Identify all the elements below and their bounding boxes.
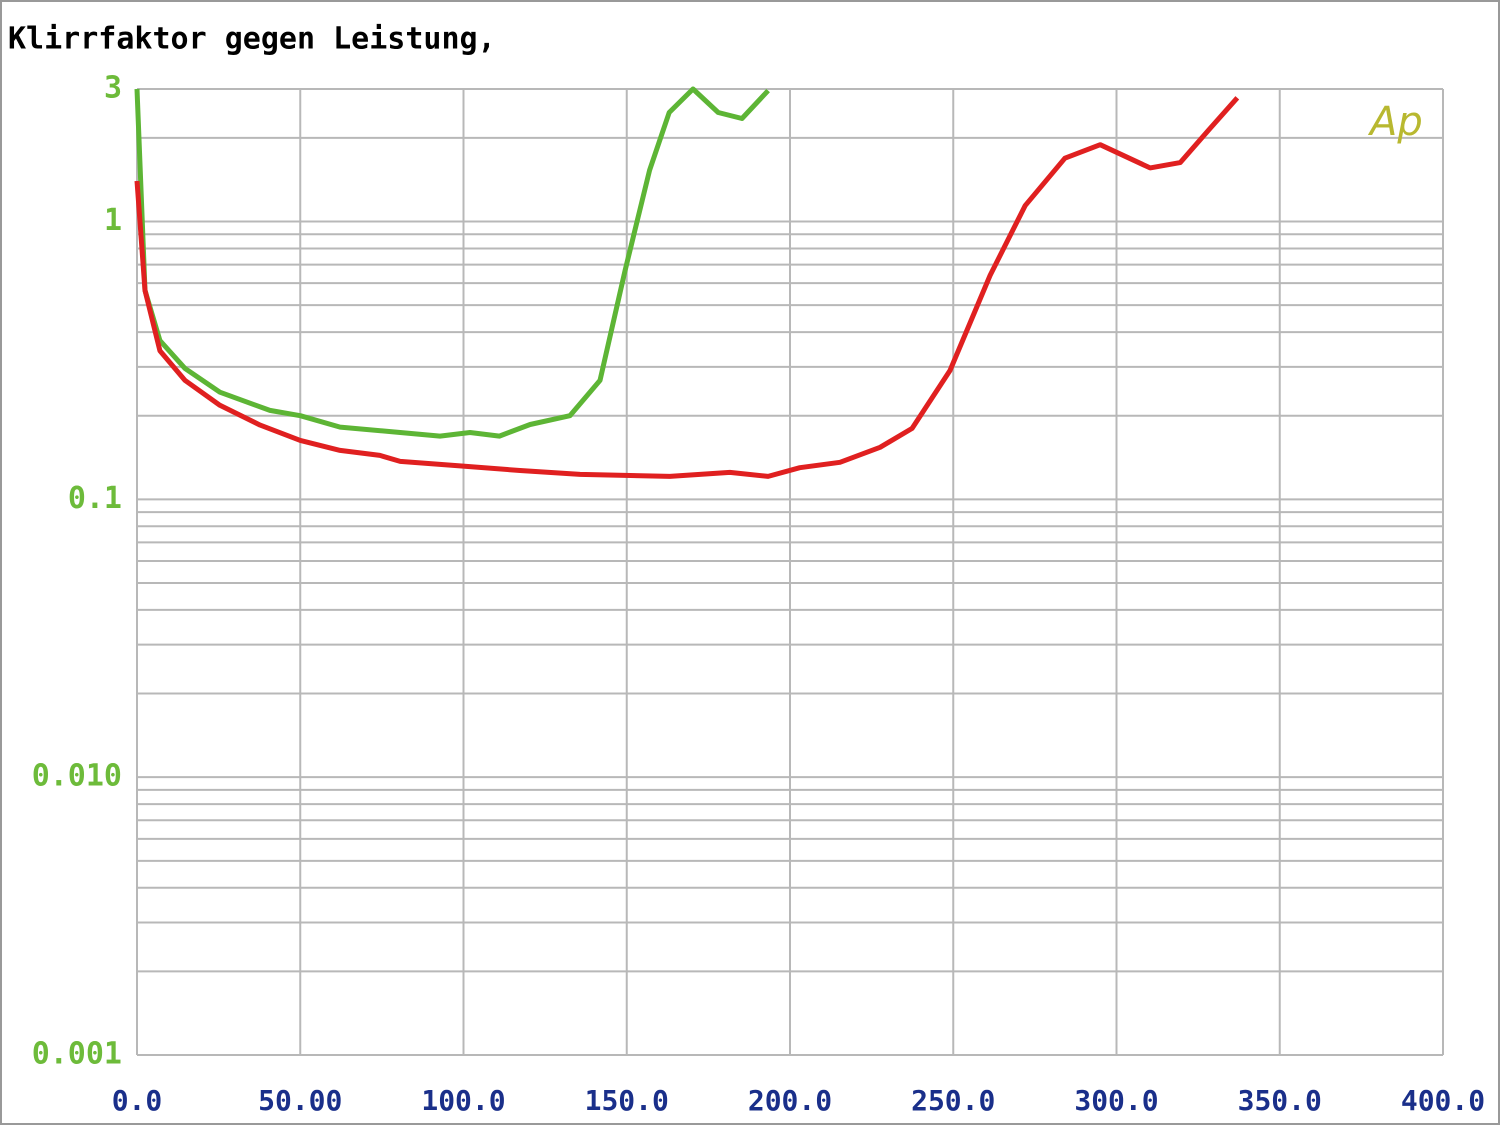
x-tick-label: 100.0: [421, 1084, 505, 1117]
y-tick-label: 0.1: [68, 481, 122, 516]
chart-title: Klirrfaktor gegen Leistung,: [8, 22, 496, 57]
y-tick-label: 1: [104, 203, 122, 238]
series-line: [134, 86, 770, 439]
y-tick-label: 0.001: [32, 1037, 122, 1072]
x-tick-label: 150.0: [585, 1084, 669, 1117]
series-line: [134, 96, 1240, 479]
y-tick-label: 0.010: [32, 759, 122, 794]
x-tick-label: 50.00: [258, 1084, 342, 1117]
y-tick-label: 3: [104, 71, 122, 106]
annotation: Ap: [1367, 99, 1423, 145]
grid: [136, 88, 1444, 1056]
plot: [134, 86, 1240, 479]
x-tick-label: 200.0: [748, 1084, 832, 1117]
x-tick-label: 300.0: [1074, 1084, 1158, 1117]
x-tick-label: 250.0: [911, 1084, 995, 1117]
x-tick-label: 350.0: [1238, 1084, 1322, 1117]
x-tick-label: 0.0: [112, 1084, 163, 1117]
x-tick-label: 400.0: [1401, 1084, 1485, 1117]
